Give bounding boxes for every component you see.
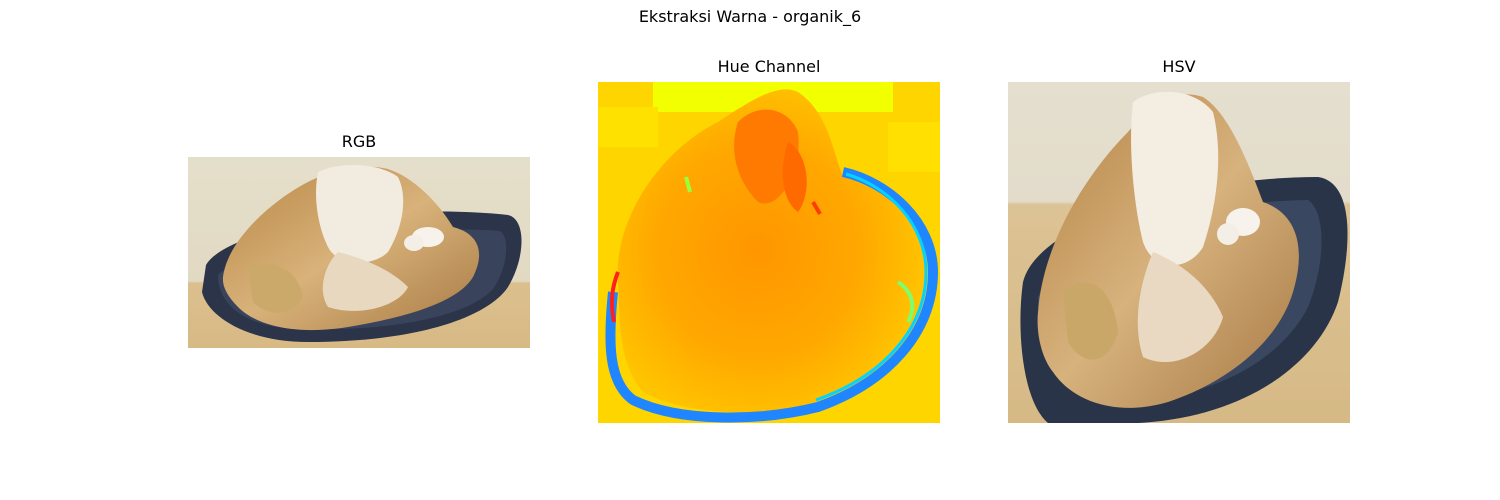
hue-channel-image [598, 82, 940, 423]
rgb-image [188, 157, 530, 348]
hue-panel-title: Hue Channel [717, 57, 821, 76]
hsv-panel-title: HSV [1162, 57, 1196, 76]
figure-title: Ekstraksi Warna - organik_6 [638, 7, 862, 26]
hsv-image [1008, 82, 1350, 423]
rgb-panel-title: RGB [341, 132, 377, 151]
